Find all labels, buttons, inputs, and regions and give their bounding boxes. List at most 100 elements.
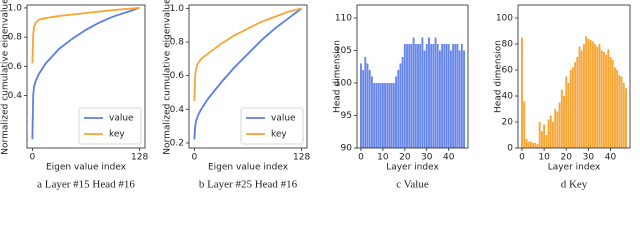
bar	[571, 67, 574, 148]
bar	[447, 44, 450, 148]
bar	[625, 88, 627, 148]
y-tick-label: 1.0	[8, 3, 23, 13]
bar	[602, 51, 605, 148]
caption: c Value	[396, 179, 429, 191]
bar	[399, 63, 402, 148]
bar	[556, 111, 559, 148]
bar	[390, 83, 393, 148]
bar	[425, 44, 428, 148]
bar	[463, 50, 465, 148]
bar	[458, 50, 461, 148]
bar	[527, 141, 530, 148]
bar	[563, 96, 565, 148]
bar	[423, 50, 426, 148]
legend-box	[240, 107, 304, 145]
bar	[549, 115, 552, 148]
bar	[443, 44, 446, 148]
plot-frame	[356, 4, 469, 149]
legend-label: key	[271, 130, 287, 140]
bar	[364, 57, 367, 148]
bar	[611, 59, 614, 148]
bar	[456, 44, 459, 148]
y-tick-label: 110	[335, 14, 352, 24]
bar	[375, 83, 378, 148]
y-tick-label: 100	[496, 14, 513, 24]
y-tick-label: 0.2	[170, 138, 184, 148]
y-tick-label: 80	[502, 40, 514, 50]
bar	[454, 44, 457, 148]
bar	[445, 44, 448, 148]
bar	[460, 44, 463, 148]
bar	[545, 135, 548, 148]
x-tick-label: 0	[519, 153, 525, 163]
y-tick-label: 100	[335, 79, 352, 89]
bar	[536, 144, 539, 148]
bar	[410, 44, 413, 148]
bar	[441, 44, 444, 148]
y-axis-label: Normalized cumulative eigenvalue	[1, 0, 11, 155]
caption: a Layer #15 Head #16	[37, 179, 135, 191]
legend-box	[78, 107, 142, 145]
bar	[538, 122, 541, 148]
bar	[525, 138, 528, 148]
line-series	[193, 7, 302, 101]
x-tick-label: 30	[583, 153, 595, 163]
bar	[430, 44, 433, 148]
bar	[609, 57, 612, 148]
bar	[452, 44, 455, 148]
y-tick-label: 0.6	[8, 62, 23, 72]
bar	[558, 102, 561, 148]
x-tick-label: 128	[131, 153, 148, 163]
x-tick-label: 20	[561, 153, 573, 163]
bar	[386, 83, 389, 148]
x-tick-label: 0	[29, 153, 35, 163]
x-tick-label: 30	[421, 153, 433, 163]
bar	[434, 37, 437, 148]
x-tick-label: 10	[538, 153, 550, 163]
bar	[523, 101, 526, 148]
caption: b Layer #25 Head #16	[199, 179, 298, 191]
bar	[392, 83, 395, 148]
x-axis-label: Layer index	[548, 163, 601, 173]
bar	[560, 89, 563, 148]
bar	[583, 44, 585, 148]
bar	[419, 44, 422, 148]
y-axis-label: Normalized cumulative eigenvalue	[163, 0, 173, 155]
bar	[618, 75, 621, 148]
bar	[594, 44, 596, 148]
bar	[379, 83, 382, 148]
bar	[403, 44, 406, 148]
bar	[576, 57, 579, 148]
y-tick-label: 0.6	[170, 71, 185, 81]
legend-label: value	[271, 114, 296, 124]
x-tick-label: 20	[399, 153, 411, 163]
bar	[381, 83, 384, 148]
bar	[622, 83, 625, 148]
x-tick-label: 40	[605, 153, 617, 163]
bar	[377, 83, 380, 148]
bar	[395, 76, 397, 148]
plot-frame	[26, 4, 146, 149]
bar	[578, 46, 581, 148]
y-tick-label: 60	[502, 66, 514, 76]
bar	[414, 44, 417, 148]
line-series	[31, 7, 140, 64]
bar	[384, 83, 387, 148]
y-tick-label: 40	[502, 92, 514, 102]
figure: 0.4 0.6 0.8 1.0 0 128 value key Eigen value inde…	[1, 0, 631, 191]
bar	[554, 109, 557, 148]
bar	[600, 50, 603, 148]
legend-label: key	[109, 130, 125, 140]
y-tick-label: 20	[502, 118, 514, 128]
bar	[449, 50, 452, 148]
bar	[397, 70, 400, 148]
y-tick-label: 0.4	[170, 105, 185, 115]
bar	[565, 76, 568, 148]
bar	[605, 54, 608, 148]
bar	[591, 41, 594, 148]
bar	[585, 36, 588, 149]
bar	[362, 70, 365, 148]
y-tick-label: 105	[335, 46, 352, 56]
y-tick-label: 0.4	[8, 91, 23, 101]
y-tick-label: 1.0	[170, 4, 185, 14]
